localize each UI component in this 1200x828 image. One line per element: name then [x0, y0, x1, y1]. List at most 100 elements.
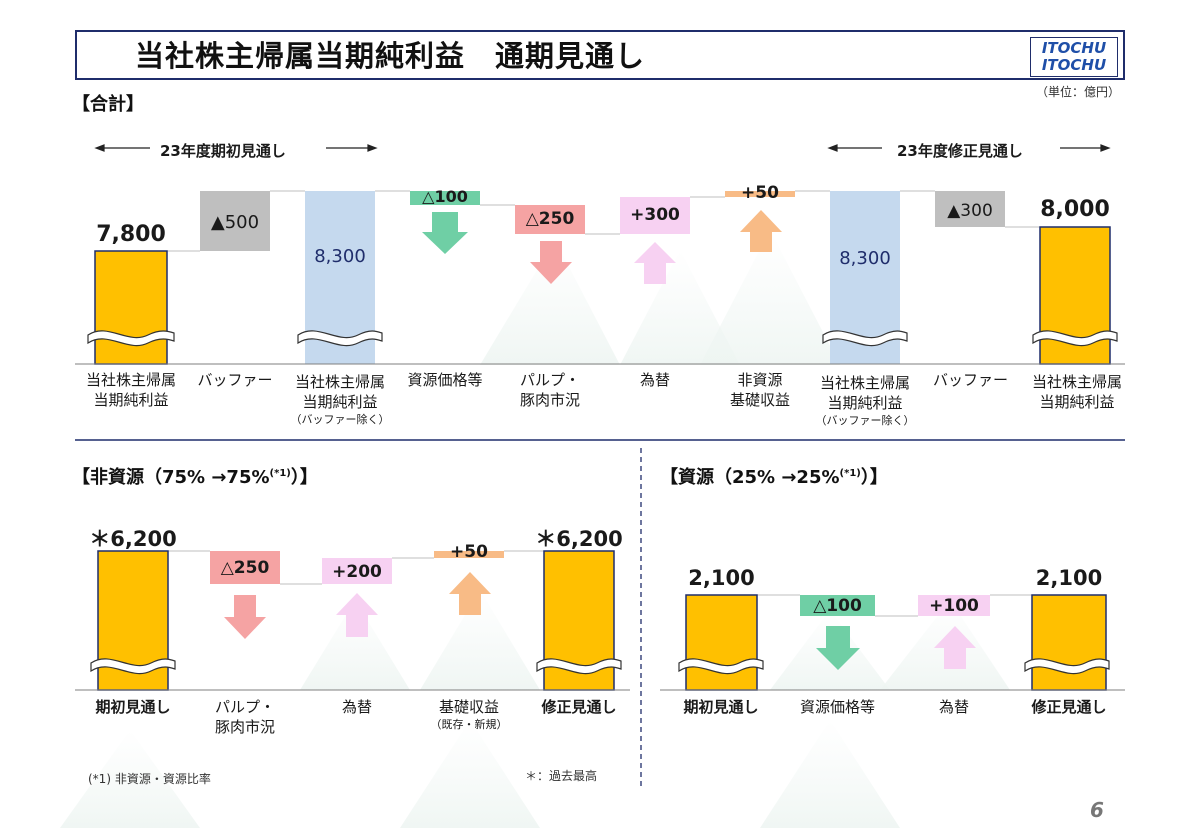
arrow-up-orange: [740, 210, 782, 252]
bar-br-start: [685, 594, 758, 691]
category-line: 資源価格等: [407, 371, 483, 389]
bar-buffer-2: [935, 191, 1005, 227]
bg-peak: [700, 230, 840, 365]
category-label: 修正見通し: [541, 698, 617, 716]
category-label: 為替: [938, 698, 969, 716]
period-left-arrow: [94, 144, 378, 152]
category-line: パルプ・: [519, 371, 580, 389]
value-label: +100: [929, 596, 979, 616]
value-label: 7,800: [96, 222, 166, 247]
category-label: 資源価格等: [395, 370, 495, 390]
category-label: 資源価格等: [799, 698, 875, 716]
company-logo: ITOCHU ITOCHU: [1030, 37, 1118, 77]
bg-peak: [400, 720, 540, 828]
category-line: 当社株主帰属: [1031, 373, 1122, 391]
category-line: 非資源: [737, 371, 783, 389]
category-line: 当期純利益: [302, 393, 378, 411]
category-sub: （バッファー除く）: [290, 413, 390, 426]
bar-pulp-delta: [515, 205, 585, 234]
bar-br-fx: [918, 595, 990, 616]
category-label: 修正見通し: [1031, 698, 1107, 716]
bar-br-end: [1031, 594, 1107, 691]
value-label: △100: [422, 187, 468, 206]
page-number: 6: [1090, 798, 1104, 822]
category-line: バッファー: [197, 371, 273, 389]
period-right-arrow: [827, 144, 1111, 152]
value-label: +200: [332, 562, 382, 582]
category-label: 当社株主帰属 当期純利益 （バッファー除く）: [805, 373, 925, 428]
title-frame: [75, 30, 1125, 80]
section-label-sup: (*1): [839, 468, 861, 479]
category-line: バッファー: [932, 371, 1008, 389]
section-label-text: 【非資源（75% →75%: [72, 467, 270, 488]
value-label: ＊6,200: [89, 527, 177, 551]
section-label-resource: 【資源（25% →25%(*1)）】: [660, 463, 888, 489]
category-label: 為替: [341, 698, 372, 716]
section-label-total: 【合計】: [72, 94, 144, 115]
value-label: 2,100: [1035, 566, 1103, 590]
axis-break-marks-bl: [90, 658, 622, 675]
page-title: 当社株主帰属当期純利益 通期見通し: [135, 39, 646, 73]
axis-break-marks-br: [678, 658, 1110, 675]
category-label: パルプ・ 豚肉市況: [500, 370, 600, 410]
section-label-text: 【資源（25% →25%: [660, 467, 840, 488]
bar-br-resource: [800, 595, 875, 616]
arrow-up-pink: [634, 242, 676, 284]
category-line: 為替: [639, 371, 670, 389]
bg-peak: [60, 730, 200, 828]
category-label: 当社株主帰属 当期純利益 （バッファー除く）: [280, 372, 400, 427]
category-label: 基礎収益 （既存・新規）: [419, 697, 519, 732]
value-label: ▲500: [210, 212, 260, 233]
value-label: ＊6,200: [535, 527, 623, 551]
category-label: 為替: [605, 370, 705, 390]
category-line: 当期純利益: [827, 394, 903, 412]
value-label: △250: [525, 209, 575, 229]
arrow-down-green-br: [816, 626, 860, 670]
bar-nonres-delta: [725, 191, 795, 197]
category-label: 期初見通し: [683, 698, 759, 716]
record-high-note: ＊：過去最高: [525, 769, 598, 783]
value-label: +50: [450, 542, 488, 562]
top-connectors: [167, 190, 1040, 252]
value-label: 8,000: [1040, 197, 1110, 222]
arrow-down-red-bl: [224, 595, 266, 639]
value-label: +50: [741, 183, 779, 203]
section-label-sup: (*1): [269, 468, 291, 479]
bg-peak: [480, 240, 620, 365]
value-label: 8,300: [839, 248, 891, 269]
category-label: 期初見通し: [95, 698, 171, 716]
category-line: 基礎収益: [438, 698, 499, 716]
category-label: 非資源 基礎収益: [710, 370, 810, 410]
value-label: 2,100: [688, 566, 755, 590]
category-line: 豚肉市況: [214, 718, 275, 736]
logo-text-2: ITOCHU: [1041, 56, 1107, 74]
arrow-up-orange-bl: [449, 572, 491, 615]
category-line: 当社株主帰属: [294, 373, 385, 391]
section-label-close: ）】: [290, 467, 318, 488]
value-label: △250: [220, 558, 270, 578]
bar-bl-pulp: [210, 551, 280, 584]
bar-fx-delta: [620, 197, 690, 234]
bg-peak: [760, 720, 900, 828]
category-line: 豚肉市況: [519, 391, 580, 409]
category-sub: （既存・新規）: [430, 718, 508, 731]
arrow-up-pink-br: [934, 626, 976, 669]
period-right-label: 23年度修正見通し: [897, 142, 1023, 160]
category-label: パルプ・ 豚肉市況: [195, 697, 295, 737]
logo-text-1: ITOCHU: [1041, 39, 1107, 57]
category-line: パルプ・: [214, 698, 275, 716]
bar-resource-delta: [410, 191, 480, 205]
arrow-down-red: [530, 241, 572, 284]
category-line: 基礎収益: [729, 391, 790, 409]
category-label: 当社株主帰属 当期純利益: [1018, 372, 1136, 412]
footnote: (*1) 非資源・資源比率: [88, 772, 211, 786]
bar-bl-base: [434, 551, 504, 558]
bg-peak: [300, 600, 410, 690]
axis-break-marks: [87, 330, 1118, 347]
category-line: 当社株主帰属: [819, 374, 910, 392]
category-line: 当期純利益: [93, 391, 169, 409]
category-label: 当社株主帰属 当期純利益: [72, 370, 190, 410]
bl-connectors: [168, 550, 544, 585]
value-label: ▲300: [947, 201, 993, 221]
